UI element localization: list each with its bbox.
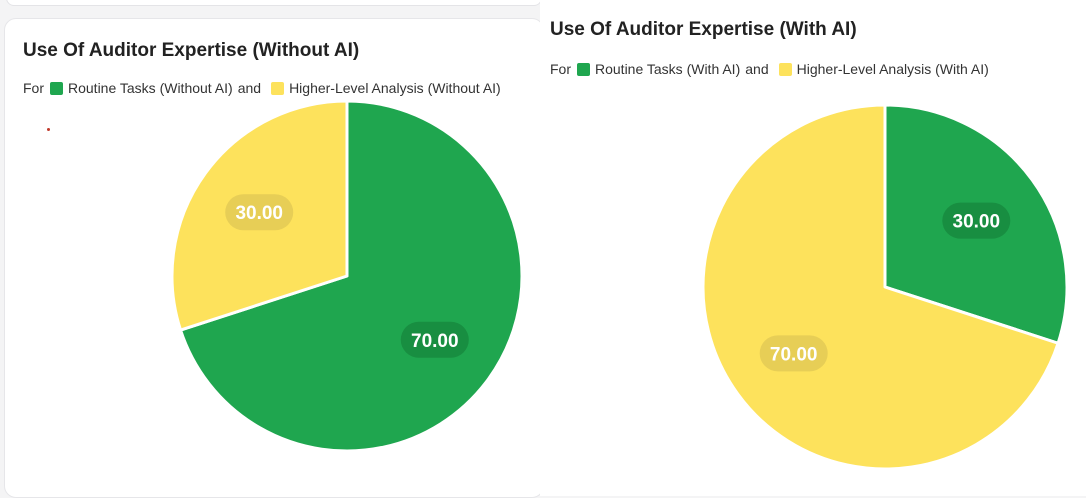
legend-prefix: For (550, 61, 571, 77)
data-label-pill (225, 194, 294, 231)
chart-legend: For Routine Tasks (Without AI) and Highe… (23, 80, 501, 96)
data-label-pill (942, 202, 1011, 239)
legend-swatch-higher (271, 81, 285, 95)
legend-swatch-routine (577, 62, 590, 76)
chart-card-with-ai: Use Of Auditor Expertise (With AI) For R… (540, 0, 1086, 496)
data-label-text: 30.00 (953, 212, 1001, 233)
chart-card-without-ai: Use Of Auditor Expertise (Without AI) Fo… (4, 18, 544, 498)
legend-label-routine: Routine Tasks (With AI) (595, 61, 741, 77)
previous-card-edge (6, 0, 542, 6)
legend-prefix: For (23, 80, 44, 96)
data-label-text: 30.00 (235, 203, 283, 224)
data-label-text: 70.00 (770, 344, 818, 365)
chart-title: Use Of Auditor Expertise (With AI) (550, 19, 857, 40)
data-label-pill (400, 321, 469, 358)
data-label-higher-level: 30.00 (225, 194, 294, 231)
legend-joiner: and (745, 61, 769, 77)
chart-legend: For Routine Tasks (With AI) and Higher-L… (550, 61, 989, 77)
legend-swatch-routine (50, 81, 63, 95)
marker-dot (47, 128, 50, 131)
legend-swatch-higher (778, 62, 792, 76)
data-label-higher-level: 70.00 (759, 335, 828, 372)
chart-title: Use Of Auditor Expertise (Without AI) (23, 40, 360, 61)
data-label-routine: 70.00 (400, 321, 469, 358)
pie-chart-without-ai: 70.00 30.00 (170, 99, 524, 453)
legend-label-higher: Higher-Level Analysis (With AI) (796, 61, 989, 77)
legend-joiner: and (237, 80, 262, 96)
data-label-routine: 30.00 (942, 202, 1011, 239)
data-label-pill (759, 335, 828, 372)
pie-slice-routine (179, 99, 524, 453)
pie-chart-with-ai: 30.00 70.00 (701, 103, 1069, 471)
data-label-text: 70.00 (411, 331, 459, 352)
legend-label-routine: Routine Tasks (Without AI) (68, 80, 233, 96)
legend-label-higher: Higher-Level Analysis (Without AI) (289, 80, 501, 96)
pie-slice-higher-level (701, 103, 1060, 471)
